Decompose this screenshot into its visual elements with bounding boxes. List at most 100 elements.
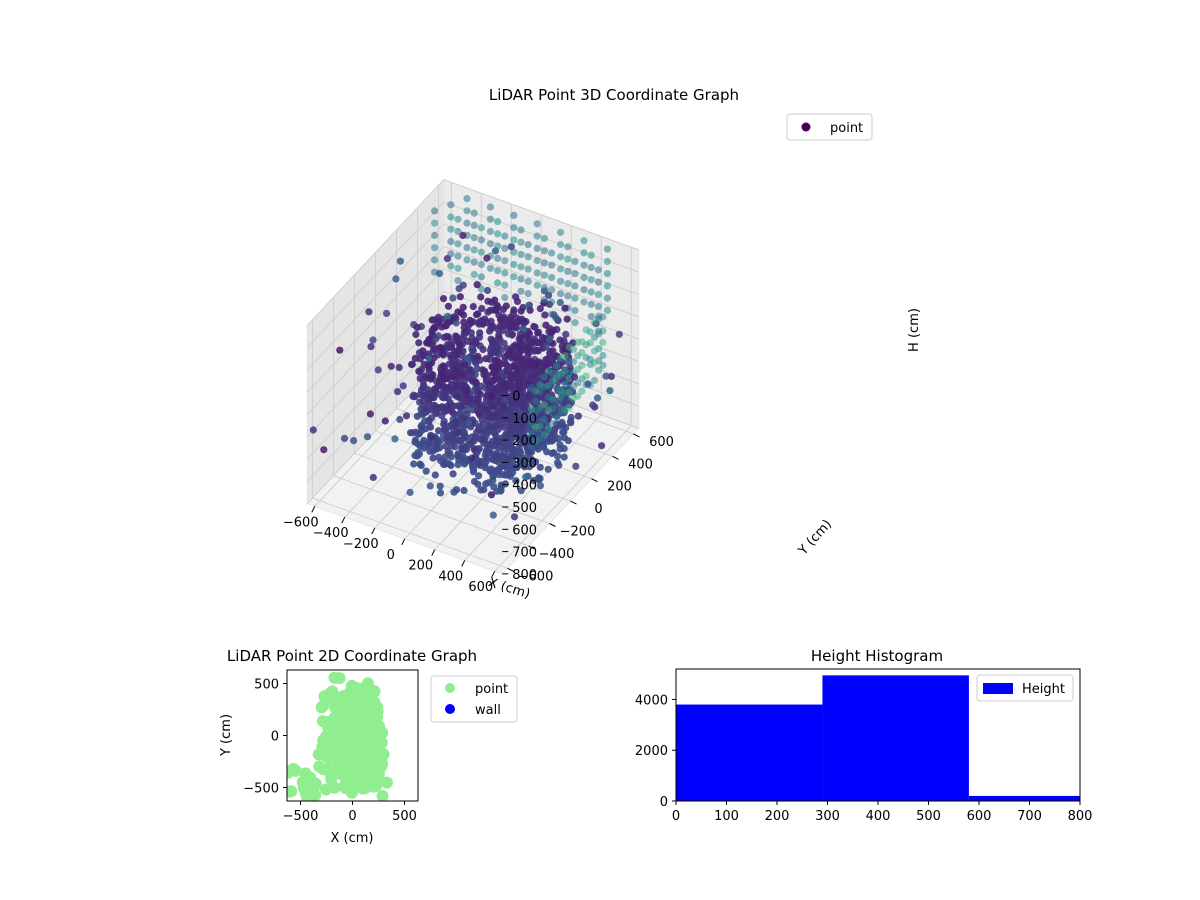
lidar-point-3d [526, 306, 534, 314]
lidar-point-3d [603, 270, 612, 278]
lidar-point-3d [396, 415, 404, 424]
lidar-point-3d [387, 362, 395, 370]
lidar-point-3d [473, 428, 481, 436]
lidar-point-3d [495, 412, 504, 420]
lidar-point-3d [423, 404, 431, 412]
lidar-point-3d [437, 344, 445, 352]
lidar-point-3d [517, 238, 525, 246]
chart-2d-title: LiDAR Point 2D Coordinate Graph [227, 647, 477, 665]
lidar-point-3d [336, 346, 344, 354]
tick-label-2d-y: −500 [243, 781, 279, 796]
lidar-point-3d [507, 243, 515, 251]
lidar-point-3d [511, 354, 519, 362]
lidar-point-3d [544, 393, 552, 401]
lidar-point-3d [486, 215, 494, 223]
tick-label-2d-x: −500 [283, 809, 319, 824]
tick-label-3d-y: −600 [518, 569, 554, 584]
lidar-point-3d [486, 227, 494, 236]
histogram-title: Height Histogram [811, 647, 943, 665]
lidar-point-3d [431, 219, 439, 227]
lidar-point-3d [544, 465, 552, 473]
lidar-point-3d [463, 219, 471, 227]
lidar-point-3d [495, 361, 503, 370]
lidar-point-3d [480, 371, 488, 379]
tick-label-3d-z: 600 [512, 523, 537, 538]
histogram-bar [676, 704, 823, 801]
lidar-point-3d [548, 377, 557, 385]
chart-3d-zlabel: H (cm) [907, 308, 922, 352]
lidar-point-3d [446, 351, 454, 359]
tick-3d-y [507, 567, 514, 572]
lidar-point-3d [527, 448, 536, 456]
lidar-point-3d [381, 417, 389, 425]
tick-label-hist-x: 500 [916, 809, 941, 824]
chart-2d-ticks: −500 0 500 −500 0 500 [243, 678, 417, 824]
lidar-point-3d [550, 449, 558, 457]
lidar-point-2d [308, 780, 321, 793]
lidar-point-2d [380, 776, 393, 789]
lidar-point-3d [517, 287, 525, 295]
lidar-point-3d [525, 392, 533, 401]
tick-label-3d-z: 700 [512, 546, 537, 561]
lidar-point-3d [477, 224, 485, 232]
lidar-point-3d [580, 298, 588, 306]
lidar-point-2d [328, 671, 341, 684]
lidar-point-3d [532, 397, 540, 405]
lidar-point-3d [477, 248, 485, 256]
tick-label-3d-y: 0 [594, 502, 602, 517]
lidar-point-3d [454, 264, 462, 272]
lidar-point-3d [515, 434, 523, 442]
lidar-point-3d [460, 371, 468, 379]
lidar-point-3d [500, 448, 508, 456]
lidar-point-2d [347, 684, 360, 696]
lidar-point-3d [429, 325, 437, 333]
lidar-point-3d [473, 365, 481, 373]
lidar-point-3d [426, 423, 435, 431]
lidar-point-3d [557, 253, 565, 261]
lidar-point-3d [508, 371, 516, 379]
lidar-point-3d [477, 236, 485, 244]
chart-2d-legend-marker-point [445, 683, 455, 693]
lidar-point-3d [615, 330, 623, 338]
lidar-point-3d [429, 454, 437, 462]
lidar-point-3d [541, 311, 549, 319]
chart-3d-legend-label: point [830, 121, 863, 136]
lidar-point-3d [472, 378, 480, 386]
tick-label-3d-x: 200 [408, 559, 433, 574]
lidar-point-3d [533, 257, 541, 265]
tick-label-3d-y: 400 [628, 457, 653, 472]
tick-label-hist-x: 300 [815, 809, 840, 824]
lidar-point-3d [494, 466, 502, 474]
lidar-point-3d [515, 318, 523, 326]
lidar-point-3d [533, 232, 541, 240]
lidar-point-3d [494, 218, 502, 226]
tick-label-3d-z: 200 [512, 434, 537, 449]
lidar-point-3d [562, 330, 570, 338]
tick-label-3d-x: −400 [313, 526, 349, 541]
lidar-point-3d [436, 489, 445, 497]
tick-label-3d-z: 800 [512, 568, 537, 583]
lidar-point-3d [423, 339, 432, 347]
lidar-point-3d [463, 207, 471, 215]
lidar-point-3d [548, 298, 556, 306]
lidar-point-3d [425, 362, 433, 370]
lidar-point-3d [402, 412, 411, 420]
lidar-point-3d [447, 225, 455, 233]
lidar-point-3d [590, 347, 599, 355]
lidar-point-2d [347, 712, 360, 725]
lidar-point-3d [590, 319, 599, 327]
lidar-point-3d [419, 347, 427, 355]
lidar-point-3d [462, 387, 470, 395]
lidar-point-3d [598, 442, 606, 450]
lidar-point-3d [508, 331, 516, 339]
lidar-point-3d [433, 383, 441, 391]
tick-label-3d-z: 300 [512, 456, 537, 471]
lidar-point-3d [417, 423, 425, 431]
lidar-point-3d [456, 293, 464, 301]
lidar-point-3d [529, 476, 538, 485]
lidar-point-3d [522, 318, 530, 326]
lidar-point-3d [469, 347, 477, 355]
lidar-point-3d [529, 460, 537, 468]
grid-back-z [443, 179, 639, 251]
